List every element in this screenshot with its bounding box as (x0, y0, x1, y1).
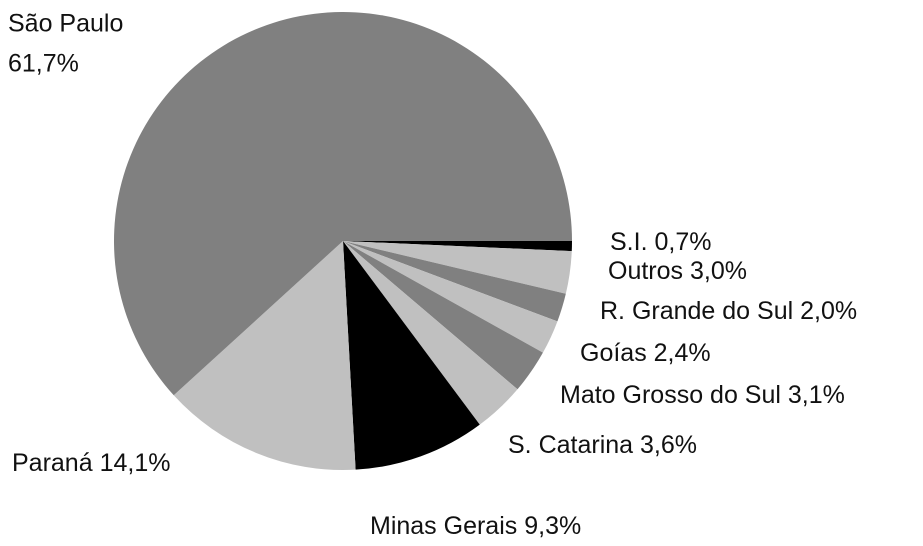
slice-name: S. Catarina (508, 431, 633, 459)
slice-value-label: 14,1% (100, 449, 171, 477)
slice-value-label: 3,0% (690, 257, 747, 285)
slice-value-label: 0,7% (654, 228, 711, 256)
slice-name: Goías (580, 339, 647, 367)
pie-slice (343, 241, 572, 252)
slice-value-label: 9,3% (524, 512, 581, 540)
slice-label: Outros 3,0% (608, 257, 747, 285)
slice-label: São Paulo (8, 10, 123, 38)
pie-slice (343, 241, 480, 470)
pie-slice (343, 241, 558, 353)
slice-label: Goías 2,4% (580, 339, 711, 367)
pie-slice (113, 12, 572, 396)
slice-value-label: 3,1% (788, 381, 845, 409)
slice-name: S.I. (610, 228, 648, 256)
slice-label: Mato Grosso do Sul 3,1% (560, 381, 845, 409)
slice-name: Minas Gerais (370, 512, 517, 540)
pie-slice (343, 241, 543, 390)
slice-value-label: 2,4% (654, 339, 711, 367)
slice-label: Minas Gerais 9,3% (370, 512, 581, 540)
slice-value-label: 3,6% (640, 431, 697, 459)
slice-label: Paraná 14,1% (12, 449, 170, 477)
pie-slice (173, 241, 356, 471)
slice-value-label: 61,7% (8, 50, 79, 78)
slice-name: Outros (608, 257, 683, 285)
pie-slice (343, 241, 572, 294)
slice-name: Mato Grosso do Sul (560, 381, 781, 409)
slice-label: R. Grande do Sul 2,0% (600, 297, 857, 325)
slice-label: S.I. 0,7% (610, 228, 711, 256)
pie-slice (343, 241, 518, 425)
slice-name: R. Grande do Sul (600, 297, 793, 325)
pie-slice (343, 241, 566, 322)
slice-value-label: 2,0% (800, 297, 857, 325)
slice-label: S. Catarina 3,6% (508, 431, 697, 459)
slice-name: Paraná (12, 449, 93, 477)
